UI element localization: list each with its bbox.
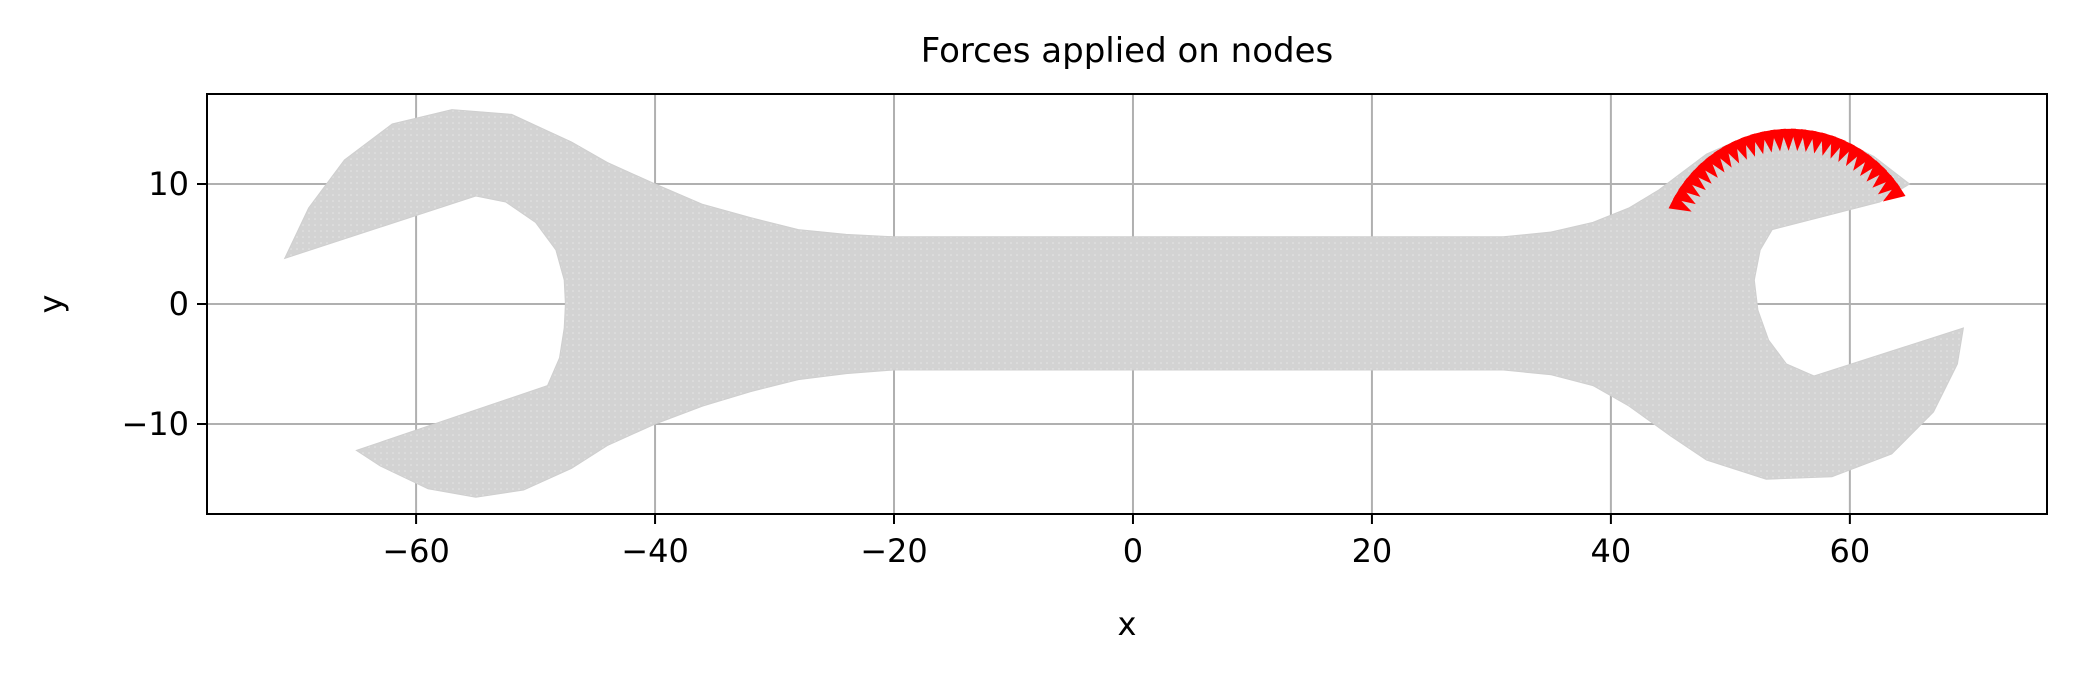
force-marker	[1882, 183, 1906, 202]
force-marker	[1866, 160, 1888, 182]
force-marker	[1750, 131, 1766, 155]
x-tick-label: 60	[1829, 532, 1870, 570]
chart-title: Forces applied on nodes	[921, 31, 1333, 71]
force-marker	[1790, 128, 1807, 152]
force-marker	[1853, 148, 1873, 171]
force-marker	[1770, 128, 1786, 152]
force-marker	[1673, 186, 1696, 205]
plot-area	[283, 109, 1965, 498]
force-marker	[1740, 133, 1756, 157]
force-marker	[1684, 169, 1706, 191]
x-axis: −60 −40 −20 0 20 40 60	[382, 514, 1870, 570]
force-marker	[1877, 174, 1901, 195]
force-marker	[1780, 128, 1796, 151]
y-tick-label: −10	[121, 405, 189, 443]
x-tick-label: 20	[1352, 532, 1393, 570]
force-marker	[1860, 153, 1880, 176]
x-tick-label: −20	[860, 532, 928, 570]
wrench-mesh	[283, 109, 1965, 498]
y-tick-label: 10	[148, 165, 189, 203]
x-tick-label: −60	[382, 532, 450, 570]
y-axis-label: y	[32, 295, 70, 314]
force-marker	[1697, 156, 1718, 178]
force-marker	[1760, 129, 1776, 153]
y-axis: −10 0 10	[121, 165, 207, 443]
x-tick-label: 40	[1591, 532, 1632, 570]
force-marker	[1690, 162, 1712, 184]
force-marker	[1705, 150, 1725, 173]
force-marker	[1845, 143, 1864, 167]
force-marker	[1872, 167, 1894, 188]
force-markers	[1668, 128, 1906, 212]
x-axis-label: x	[1118, 605, 1137, 643]
x-tick-label: −40	[621, 532, 689, 570]
force-marker	[1722, 140, 1740, 164]
force-marker	[1678, 177, 1701, 197]
y-tick-label: 0	[169, 285, 189, 323]
force-marker	[1731, 136, 1747, 160]
x-tick-label: 0	[1123, 532, 1143, 570]
